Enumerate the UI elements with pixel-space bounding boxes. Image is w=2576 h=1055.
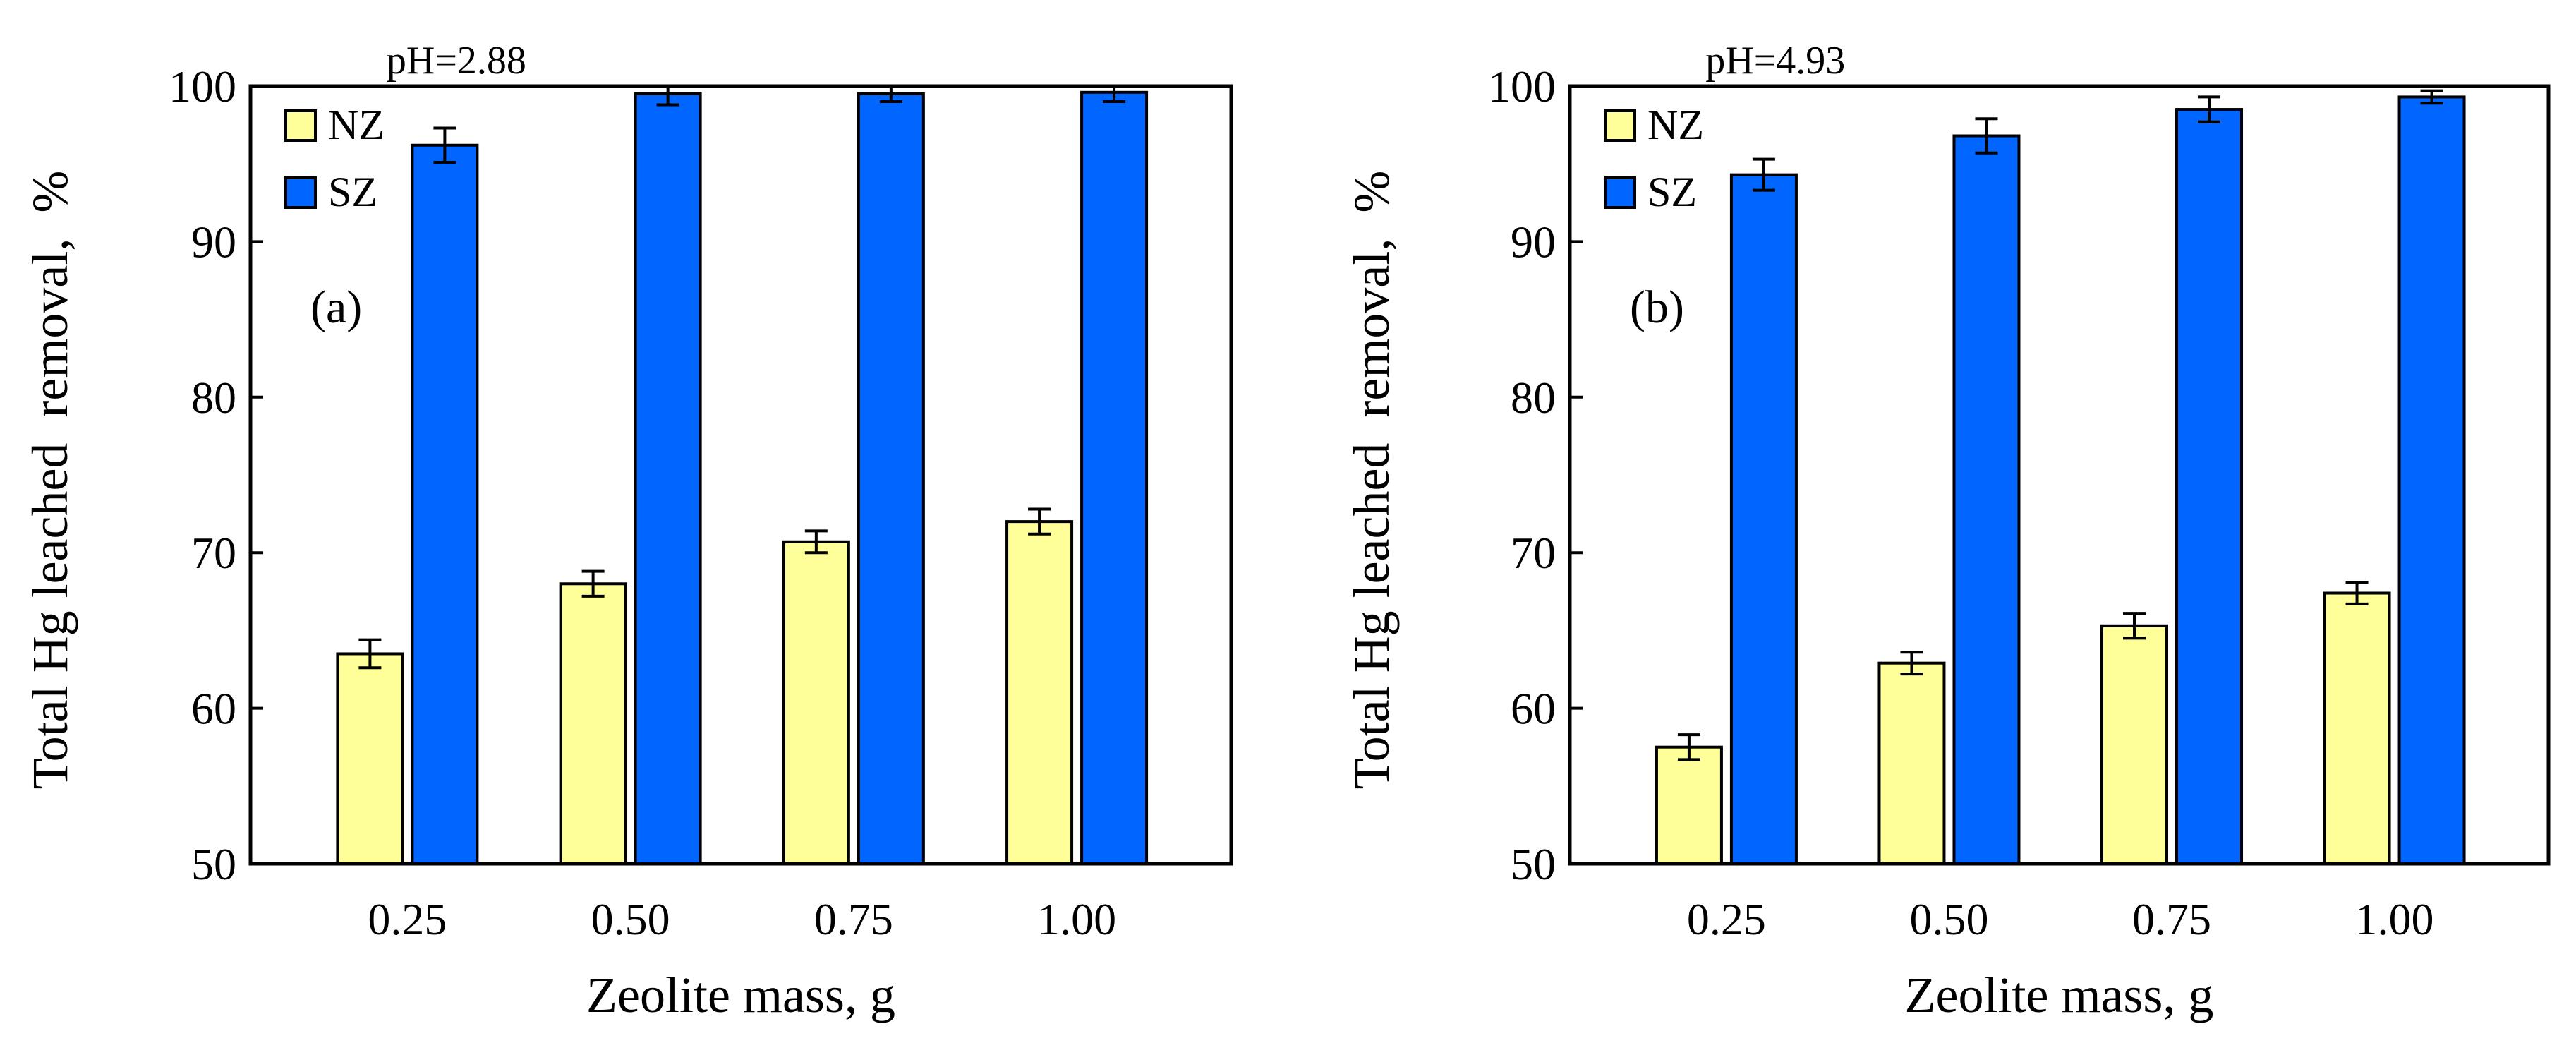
legend-label-nz: NZ: [328, 102, 385, 148]
x-tick-label: 0.25: [1687, 894, 1766, 944]
chart-title: pH=2.88: [387, 39, 526, 83]
legend-label-sz: SZ: [328, 169, 377, 215]
bar-nz-0.50: [559, 582, 627, 866]
bar-nz-1.00: [2323, 591, 2391, 866]
bar-sz-0.50: [1952, 134, 2021, 866]
y-tick-label: 90: [1511, 217, 1556, 267]
y-tick-label: 70: [191, 528, 236, 578]
legend-label-nz: NZ: [1647, 102, 1704, 148]
y-tick-label: 60: [1511, 684, 1556, 734]
legend-label-sz: SZ: [1647, 169, 1697, 215]
x-tick-label: 0.75: [814, 894, 893, 944]
panel-label: (b): [1630, 282, 1684, 333]
legend-swatch-nz: [1604, 109, 1636, 142]
x-axis-label: Zeolite mass, g: [586, 967, 895, 1023]
y-tick-label: 90: [191, 217, 236, 267]
y-tick-label: 50: [1511, 839, 1556, 889]
bar-sz-0.25: [1729, 173, 1798, 866]
x-tick-label: 1.00: [1037, 894, 1116, 944]
bar-sz-0.50: [634, 92, 702, 865]
bar-nz-0.50: [1877, 661, 1946, 866]
x-tick-label: 0.75: [2132, 894, 2211, 944]
plot-frame: [1568, 84, 2551, 866]
panel-label: (a): [310, 282, 362, 333]
y-axis-label: Total Hg leached removal, %: [1343, 171, 1400, 790]
bar-sz-1.00: [2397, 95, 2466, 866]
x-tick-label: 0.50: [591, 894, 670, 944]
y-tick-label: 50: [191, 839, 236, 889]
x-tick-label: 0.25: [368, 894, 447, 944]
bar-sz-0.75: [2175, 108, 2244, 865]
bar-nz-0.75: [2100, 624, 2169, 866]
chart-panel-b: 50 60 70 80 90 100 0.25 0.50 0.75 1.00 pH=4.93 Zeol…: [1343, 39, 2551, 1023]
legend-swatch-sz: [1604, 176, 1636, 209]
bar-sz-0.75: [857, 92, 925, 865]
chart-panel-a: 50 60 70 80 90 100 0.25 0.50 0.75 1.00 pH=2.88 Zeol…: [22, 39, 1233, 1023]
y-axis-label: Total Hg leached removal, %: [22, 171, 78, 790]
x-tick-label: 1.00: [2355, 894, 2434, 944]
x-tick-label: 0.50: [1909, 894, 1988, 944]
bar-sz-1.00: [1080, 90, 1149, 865]
bar-sz-0.25: [411, 143, 479, 865]
bar-nz-0.25: [1655, 745, 1723, 865]
x-axis-label: Zeolite mass, g: [1905, 967, 2214, 1023]
y-tick-label: 100: [1488, 61, 1556, 111]
chart-title: pH=4.93: [1705, 39, 1845, 83]
y-tick-label: 100: [169, 61, 236, 111]
y-tick-label: 80: [191, 373, 236, 423]
y-tick-label: 60: [191, 684, 236, 734]
y-tick-label: 80: [1511, 373, 1556, 423]
bar-nz-1.00: [1005, 520, 1074, 865]
legend-swatch-nz: [284, 109, 317, 142]
y-tick-label: 70: [1511, 528, 1556, 578]
plot-frame: [248, 84, 1233, 866]
bar-nz-0.25: [336, 652, 404, 866]
bar-nz-0.75: [782, 540, 850, 865]
legend-swatch-sz: [284, 176, 317, 209]
